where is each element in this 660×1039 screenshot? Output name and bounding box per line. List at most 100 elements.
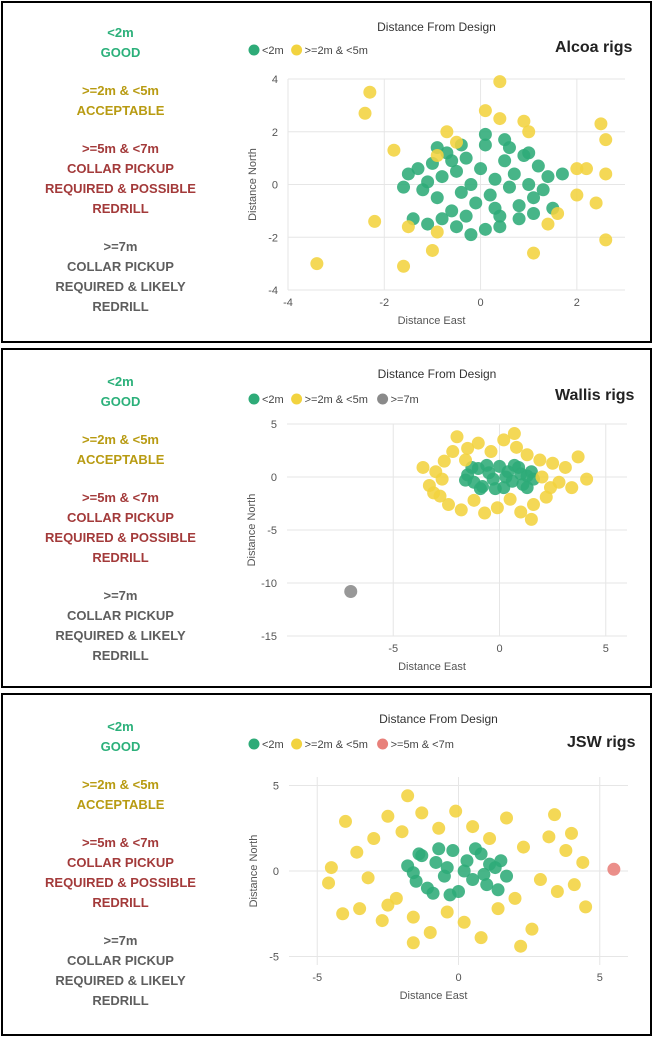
data-point[interactable]	[361, 871, 375, 885]
data-point[interactable]	[457, 915, 471, 929]
data-point[interactable]	[426, 886, 440, 900]
data-point[interactable]	[324, 861, 338, 875]
data-point[interactable]	[423, 926, 437, 940]
data-point[interactable]	[344, 584, 358, 598]
data-point[interactable]	[459, 151, 473, 165]
data-point[interactable]	[480, 458, 494, 472]
data-point[interactable]	[524, 512, 538, 526]
data-point[interactable]	[401, 167, 415, 181]
data-point[interactable]	[406, 936, 420, 950]
data-point[interactable]	[527, 498, 540, 512]
data-point[interactable]	[478, 104, 492, 118]
data-point[interactable]	[500, 869, 514, 883]
data-point[interactable]	[488, 482, 502, 496]
data-point[interactable]	[494, 854, 508, 868]
data-point[interactable]	[541, 170, 555, 184]
data-point[interactable]	[478, 138, 492, 152]
data-point[interactable]	[432, 821, 446, 835]
data-point[interactable]	[406, 910, 420, 924]
data-point[interactable]	[435, 170, 449, 184]
data-point[interactable]	[579, 162, 593, 176]
data-point[interactable]	[427, 486, 441, 500]
data-point[interactable]	[467, 493, 481, 507]
data-point[interactable]	[466, 873, 480, 887]
data-point[interactable]	[510, 440, 523, 454]
data-point[interactable]	[493, 112, 507, 126]
data-point[interactable]	[435, 212, 449, 226]
data-point[interactable]	[339, 814, 352, 828]
data-point[interactable]	[490, 501, 504, 515]
data-point[interactable]	[381, 809, 395, 823]
data-point[interactable]	[468, 842, 482, 856]
data-point[interactable]	[474, 162, 488, 176]
data-point[interactable]	[503, 492, 517, 506]
data-point[interactable]	[363, 85, 377, 99]
data-point[interactable]	[416, 460, 430, 474]
data-point[interactable]	[454, 185, 468, 199]
data-point[interactable]	[520, 481, 534, 495]
data-point[interactable]	[469, 196, 483, 210]
data-point[interactable]	[571, 450, 585, 464]
data-point[interactable]	[450, 430, 464, 444]
data-point[interactable]	[310, 257, 324, 271]
data-point[interactable]	[421, 175, 435, 189]
data-point[interactable]	[517, 114, 531, 128]
data-point[interactable]	[322, 876, 336, 890]
data-point[interactable]	[535, 470, 549, 484]
data-point[interactable]	[531, 159, 545, 173]
data-point[interactable]	[432, 842, 446, 856]
data-point[interactable]	[397, 259, 411, 273]
data-point[interactable]	[493, 75, 507, 89]
data-point[interactable]	[514, 505, 528, 519]
data-point[interactable]	[508, 891, 522, 905]
data-point[interactable]	[457, 864, 471, 878]
data-point[interactable]	[546, 456, 560, 470]
data-point[interactable]	[551, 207, 565, 221]
data-point[interactable]	[445, 154, 459, 168]
data-point[interactable]	[488, 201, 502, 215]
data-point[interactable]	[484, 445, 498, 459]
data-point[interactable]	[429, 855, 443, 869]
data-point[interactable]	[440, 905, 454, 919]
data-point[interactable]	[430, 191, 444, 205]
data-point[interactable]	[440, 125, 454, 139]
data-point[interactable]	[594, 117, 608, 131]
data-point[interactable]	[461, 441, 475, 455]
data-point[interactable]	[497, 433, 511, 447]
data-point[interactable]	[478, 222, 492, 236]
data-point[interactable]	[536, 183, 550, 197]
data-point[interactable]	[576, 855, 590, 869]
data-point[interactable]	[499, 470, 513, 484]
data-point[interactable]	[450, 220, 463, 234]
data-point[interactable]	[533, 453, 547, 467]
data-point[interactable]	[527, 246, 541, 260]
data-point[interactable]	[459, 209, 473, 223]
data-point[interactable]	[387, 143, 401, 157]
data-point[interactable]	[478, 127, 492, 141]
data-point[interactable]	[437, 454, 451, 468]
data-point[interactable]	[570, 188, 584, 202]
data-point[interactable]	[550, 885, 564, 899]
data-point[interactable]	[491, 883, 505, 897]
data-point[interactable]	[450, 135, 463, 149]
data-point[interactable]	[464, 178, 478, 191]
data-point[interactable]	[527, 207, 541, 221]
data-point[interactable]	[542, 830, 556, 844]
data-point[interactable]	[450, 164, 463, 178]
data-point[interactable]	[599, 133, 613, 147]
data-point[interactable]	[522, 125, 536, 139]
data-point[interactable]	[454, 503, 468, 517]
data-point[interactable]	[500, 811, 514, 825]
data-point[interactable]	[527, 191, 541, 205]
data-point[interactable]	[483, 857, 497, 871]
data-point[interactable]	[498, 133, 512, 147]
data-point[interactable]	[421, 217, 435, 231]
data-point[interactable]	[514, 939, 528, 953]
data-point[interactable]	[367, 832, 381, 846]
data-point[interactable]	[471, 436, 485, 450]
data-point[interactable]	[353, 902, 367, 916]
data-point[interactable]	[512, 212, 526, 226]
data-point[interactable]	[558, 460, 572, 474]
data-point[interactable]	[446, 843, 460, 857]
data-point[interactable]	[375, 914, 389, 928]
